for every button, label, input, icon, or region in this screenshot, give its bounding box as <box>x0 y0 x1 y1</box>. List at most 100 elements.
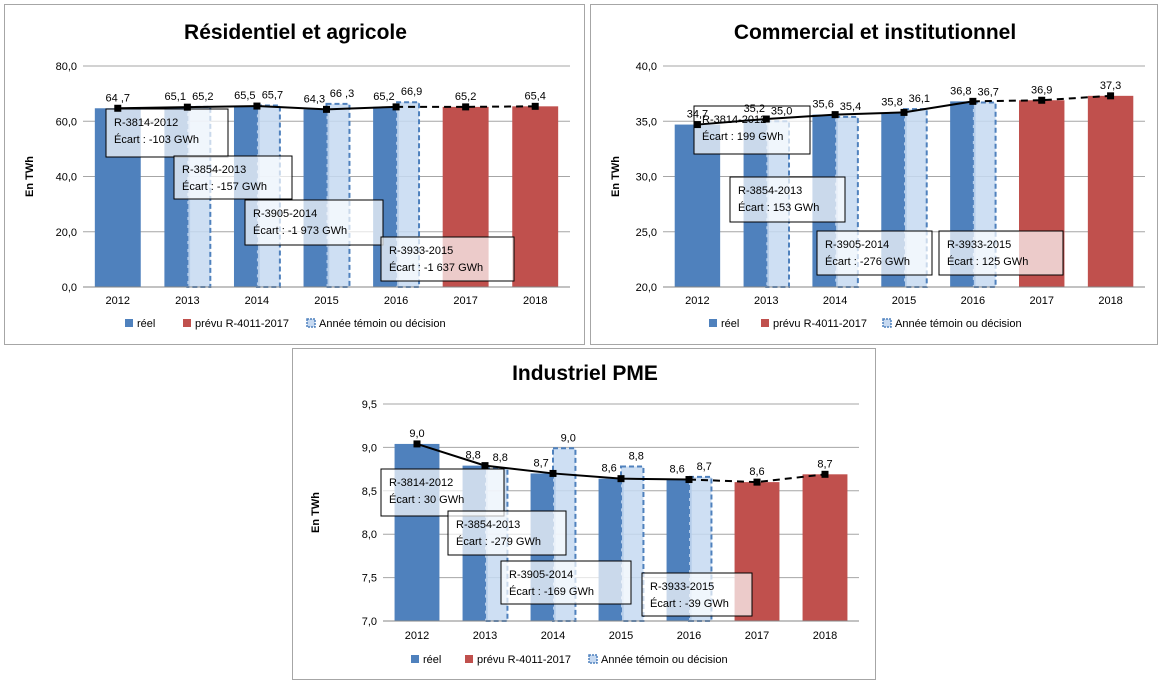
annotation-box <box>173 155 293 200</box>
bar-prevu <box>802 474 848 621</box>
annotation-box <box>938 230 1064 276</box>
data-label-reel: 64 ,7 <box>106 92 130 104</box>
data-label-temoin: 36,7 <box>978 86 999 98</box>
data-label-temoin: 8,8 <box>493 452 508 464</box>
annotation-box <box>380 236 515 282</box>
data-label-prevu: 8,7 <box>817 458 832 470</box>
trend-point <box>462 103 470 111</box>
legend-swatch-temoin <box>588 654 598 664</box>
trend-point <box>253 102 261 110</box>
data-label-reel: 36,8 <box>950 85 971 97</box>
annotation-box <box>447 510 567 556</box>
bar-prevu <box>512 106 559 288</box>
data-label-temoin: 8,8 <box>629 450 644 462</box>
legend-label-prevu: prévu R-4011-2017 <box>477 654 571 666</box>
y-axis-label: En TWh <box>610 156 622 197</box>
data-label-reel: 9,0 <box>409 428 424 440</box>
trend-point <box>753 478 761 486</box>
bar-prevu <box>1087 95 1134 288</box>
chart-residentiel: Résidentiel et agricole 0,0 20,0 40,0 60,0 80… <box>24 21 570 330</box>
annotation-id: R-3905-2014 <box>253 208 317 220</box>
annotation-id: R-3814-2012 <box>114 117 178 129</box>
annotation-ecart: Écart : -157 GWh <box>182 180 267 193</box>
data-label-reel: 8,7 <box>533 457 548 469</box>
annotation-box <box>105 108 229 158</box>
x-tick-label: 2017 <box>453 295 477 307</box>
y-tick-label: 25,0 <box>636 227 657 239</box>
trend-point <box>831 111 839 119</box>
annotation-id: R-3933-2015 <box>389 245 453 257</box>
y-tick-label: 9,0 <box>362 442 377 454</box>
trend-point <box>1107 92 1115 100</box>
data-label-reel: 8,6 <box>669 464 684 476</box>
y-tick-label: 8,0 <box>362 529 377 541</box>
x-tick-label: 2016 <box>384 295 408 307</box>
legend-swatch-reel <box>411 655 419 663</box>
data-label-reel: 65,5 <box>234 90 255 102</box>
annotation-box <box>693 105 811 155</box>
data-label-temoin: 35,4 <box>840 101 861 113</box>
y-tick-label: 40,0 <box>636 61 657 73</box>
annotation-id: R-3854-2013 <box>456 519 520 531</box>
x-tick-label: 2012 <box>405 630 429 642</box>
legend-swatch-reel <box>125 319 133 327</box>
y-tick-label: 20,0 <box>636 282 657 294</box>
trend-point <box>693 121 701 129</box>
bar-temoin <box>325 102 351 288</box>
y-tick-label: 7,0 <box>362 616 377 628</box>
trend-point <box>392 103 400 111</box>
annotation-ecart: Écart : 30 GWh <box>389 493 464 506</box>
x-tick-label: 2012 <box>106 295 130 307</box>
annotation-box <box>641 572 753 617</box>
trend-point <box>900 108 908 116</box>
data-label-temoin: 35,0 <box>771 105 792 117</box>
data-label-reel: 65,2 <box>373 91 394 103</box>
trend-line-forecast <box>688 473 826 484</box>
data-label-temoin: 9,0 <box>561 432 576 444</box>
annotation-box <box>380 468 505 517</box>
x-tick-label: 2017 <box>745 630 769 642</box>
x-tick-label: 2018 <box>1098 295 1122 307</box>
chart-commercial: Commercial et institutionnel 20,0 25,0 30,0… <box>610 21 1145 330</box>
chart-panel-industriel: Industriel PME 7,0 7,5 8,0 8,5 9,0 9,5 En TWh 20… <box>292 348 876 680</box>
x-tick-label: 2016 <box>961 295 985 307</box>
y-tick-label: 7,5 <box>362 573 377 585</box>
trend-point <box>323 105 330 113</box>
annotation-box <box>816 230 933 276</box>
legend-swatch-prevu <box>465 655 473 663</box>
x-tick-label: 2018 <box>813 630 837 642</box>
x-tick-label: 2015 <box>314 295 338 307</box>
trend-point <box>531 102 539 110</box>
legend-label-reel: réel <box>721 318 739 330</box>
legend-label-reel: réel <box>423 654 441 666</box>
data-label-temoin: 65,7 <box>262 90 283 102</box>
annotation-ecart: Écart : -169 GWh <box>509 585 594 598</box>
annotation-ecart: Écart : -1 637 GWh <box>389 261 483 274</box>
annotation-box <box>729 176 846 223</box>
data-label-temoin: 8,7 <box>697 461 712 473</box>
annotation-id: R-3933-2015 <box>947 239 1011 251</box>
x-tick-label: 2015 <box>609 630 633 642</box>
legend-label-temoin: Année témoin ou décision <box>895 318 1022 330</box>
annotation-id: R-3933-2015 <box>650 581 714 593</box>
trend-point <box>617 475 625 483</box>
y-tick-label: 30,0 <box>636 172 657 184</box>
legend-label-temoin: Année témoin ou décision <box>601 654 728 666</box>
legend-label-reel: réel <box>137 318 155 330</box>
annotation-id: R-3905-2014 <box>825 239 889 251</box>
y-tick-label: 35,0 <box>636 116 657 128</box>
data-label-reel: 35,2 <box>744 103 765 115</box>
annotation-box <box>244 199 384 246</box>
bar-reel <box>303 109 330 287</box>
annotation-id: R-3905-2014 <box>509 569 573 581</box>
annotation-ecart: Écart : 199 GWh <box>702 130 783 143</box>
data-label-prevu: 37,3 <box>1100 80 1121 92</box>
x-tick-label: 2014 <box>823 295 847 307</box>
data-label-reel: 35,6 <box>812 99 833 111</box>
x-tick-label: 2016 <box>677 630 701 642</box>
data-label-temoin: 65,2 <box>192 91 213 103</box>
trend-point <box>114 104 122 112</box>
x-tick-label: 2015 <box>892 295 916 307</box>
legend-swatch-reel <box>709 319 717 327</box>
annotation-id: R-3854-2013 <box>738 185 802 197</box>
